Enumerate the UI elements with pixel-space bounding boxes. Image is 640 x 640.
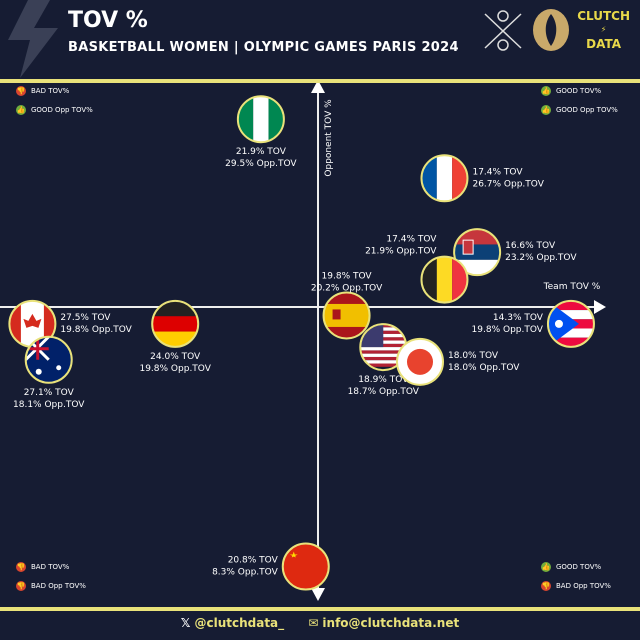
data-label: 14.3% TOV [493,313,544,323]
data-label: 19.8% Opp.TOV [472,325,544,335]
point-jpn: 18.0% TOV 18.0% Opp.TOV [396,337,520,386]
point-fra: 17.4% TOV 26.7% Opp.TOV [420,154,545,203]
aus-flag-icon [25,336,72,383]
data-label: 19.8% TOV [322,271,373,281]
point-chn: 20.8% TOV 8.3% Opp.TOV [212,542,330,591]
email-text: info@clutchdata.net [322,616,460,630]
jpn-flag-icon [397,338,443,385]
data-label: 26.7% Opp.TOV [472,179,544,189]
page-subtitle: BASKETBALL WOMEN | OLYMPIC GAMES PARIS 2… [68,40,459,55]
point-usa: 18.9% TOV 18.7% Opp.TOV [348,323,420,397]
twitter-text: @clutchdata_ [194,616,285,630]
point-nga: 21.9% TOV 29.5% Opp.TOV [225,95,297,169]
thumbs-up-icon: 👍 [16,105,26,115]
legend-label: GOOD Opp TOV% [31,106,93,114]
chn-flag-icon [282,543,329,590]
data-label: 19.8% Opp.TOV [60,325,132,335]
point-esp: 19.8% TOV 20.2% Opp.TOV [311,271,383,340]
data-label: 17.4% TOV [386,235,437,245]
point-marker [420,154,469,203]
mail-icon: ✉ [308,616,319,630]
legend-bottom-left: 👎 BAD TOV% 👎 BAD Opp TOV% [16,562,86,600]
data-label: 18.9% TOV [358,375,409,385]
x-axis-label: Team TOV % [543,282,601,292]
scatter-chart: Team TOV % Opponent TOV % 21.9% TOV 29.5%… [0,83,606,601]
legend-label: BAD Opp TOV% [556,582,611,590]
data-label: 21.9% Opp.TOV [365,247,437,257]
data-label: 20.2% Opp.TOV [311,283,383,293]
y-axis-arrow-down [311,588,325,601]
legend-top-right: 👍 GOOD TOV% 👍 GOOD Opp TOV% [541,86,618,124]
thumbs-down-icon: 👎 [16,562,26,572]
logos: CLUTCH ⚡ DATA [481,8,630,52]
data-label: 18.0% TOV [448,351,499,361]
point-bel: 17.4% TOV 21.9% Opp.TOV [365,235,469,304]
data-label: 18.7% Opp.TOV [348,387,420,397]
data-label: 27.1% TOV [24,388,75,398]
fra-flag-icon [421,155,468,202]
point-srb: 16.6% TOV 23.2% Opp.TOV [453,228,577,277]
data-label: 29.5% Opp.TOV [225,159,297,169]
legend-label: GOOD TOV% [556,87,602,95]
x-logo-icon: 𝕏 [180,616,191,630]
thumbs-down-icon: 👎 [16,86,26,96]
point-marker [546,299,595,348]
point-marker [420,255,469,304]
pur-flag-icon [547,300,594,347]
usa-flag-icon [360,324,407,367]
thumbs-up-icon: 👍 [541,86,551,96]
footer: 𝕏 @clutchdata_ ✉ info@clutchdata.net [0,616,640,630]
legend-label: GOOD Opp TOV% [556,106,618,114]
page-title: TOV % [68,8,148,33]
email-link[interactable]: ✉ info@clutchdata.net [308,616,459,630]
point-marker [453,228,502,277]
lightning-bolt-icon [8,0,58,78]
y-axis-arrow-up [311,83,325,93]
data-label: 23.2% Opp.TOV [505,253,577,263]
footer-divider [0,607,640,611]
paris-2024-logo-icon [533,9,570,51]
point-ger: 24.0% TOV 19.8% Opp.TOV [139,299,212,374]
point-marker [236,95,285,144]
y-axis-label: Opponent TOV % [324,99,334,177]
data-label: 27.5% TOV [60,313,111,323]
point-marker [281,542,330,591]
legend-label: BAD Opp TOV% [31,582,86,590]
twitter-handle[interactable]: 𝕏 @clutchdata_ [181,616,284,630]
basketball-logo-icon [484,10,522,51]
legend-label: BAD TOV% [31,563,70,571]
data-label: 18.0% Opp.TOV [448,363,520,373]
x-axis-arrow [594,300,606,314]
data-label: 18.1% Opp.TOV [13,400,85,410]
data-label: 17.4% TOV [472,167,523,177]
thumbs-up-icon: 👍 [541,105,551,115]
thumbs-up-icon: 👍 [541,562,551,572]
thumbs-down-icon: 👎 [541,581,551,591]
data-label: 19.8% Opp.TOV [139,364,211,374]
data-label: 24.0% TOV [150,352,201,362]
legend-label: GOOD TOV% [556,563,602,571]
thumbs-down-icon: 👎 [16,581,26,591]
legend-top-left: 👎 BAD TOV% 👍 GOOD Opp TOV% [16,86,93,124]
legend-bottom-right: 👍 GOOD TOV% 👎 BAD Opp TOV% [541,562,611,600]
point-pur: 14.3% TOV 19.8% Opp.TOV [472,299,595,348]
data-label: 21.9% TOV [236,147,287,157]
data-label: 16.6% TOV [505,241,556,251]
point-marker [396,337,444,386]
point-marker [24,335,73,384]
point-marker [322,291,371,340]
point-aus: 27.1% TOV 18.1% Opp.TOV [13,335,85,410]
data-label: 20.8% TOV [228,556,279,566]
data-label: 8.3% Opp.TOV [212,568,279,578]
esp-flag-icon [323,292,370,339]
legend-label: BAD TOV% [31,87,70,95]
clutch-data-logo: CLUTCH ⚡ DATA [577,9,630,51]
point-marker [151,299,200,348]
header-divider [0,79,640,83]
